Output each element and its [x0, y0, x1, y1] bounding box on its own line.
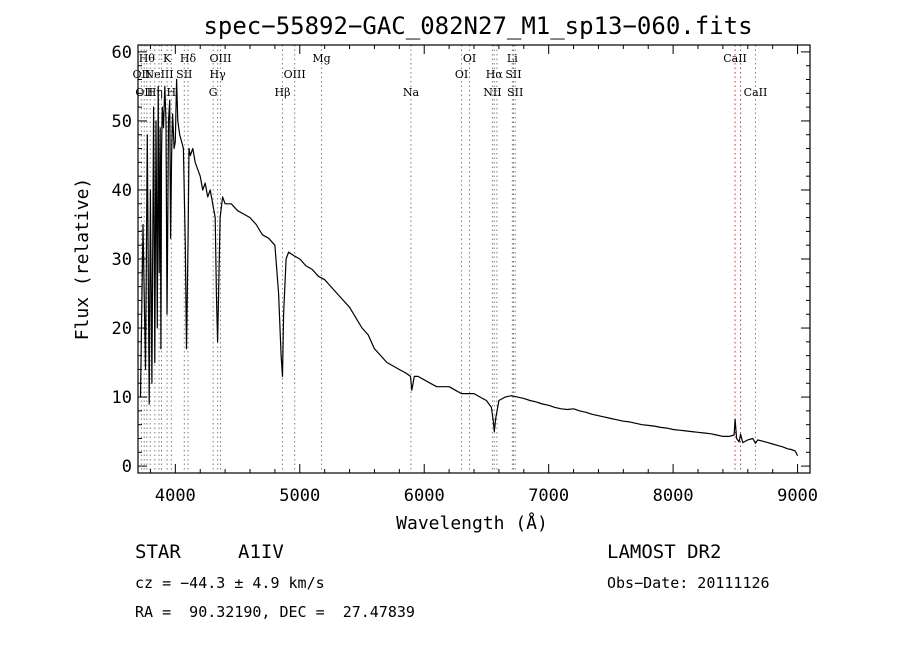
line-marker-label: Hδ — [180, 52, 197, 65]
line-marker-label: CaII — [723, 52, 747, 65]
line-marker-label: Hθ — [139, 52, 156, 65]
x-axis: 4000 5000 6000 7000 8000 9000 — [149, 45, 818, 506]
x-tick-label: 4000 — [155, 486, 196, 506]
line-marker-label: OII — [135, 86, 153, 99]
coordinates-readout: RA = 90.32190, DEC = 27.47839 — [135, 603, 415, 621]
x-tick-label: 7000 — [528, 486, 569, 506]
y-tick-label: 20 — [112, 319, 132, 339]
plot-frame — [137, 44, 811, 474]
line-marker-label: OII — [133, 68, 151, 81]
y-axis: 0 10 20 30 40 50 60 — [112, 43, 810, 477]
line-marker-label: Hγ — [210, 68, 227, 81]
line-marker-label: Hη — [147, 86, 163, 99]
line-marker-label: Li — [507, 52, 518, 65]
y-tick-label: 30 — [112, 250, 132, 270]
chart-title: spec−55892−GAC_082N27_M1_sp13−060.fits — [203, 12, 752, 40]
y-tick-label: 50 — [112, 112, 132, 132]
line-marker-label: OIII — [209, 52, 231, 65]
survey-name: LAMOST DR2 — [607, 541, 722, 563]
line-marker-label: H — [167, 86, 177, 99]
line-marker-label: CaII — [744, 86, 768, 99]
spectral-line-markers — [140, 45, 756, 473]
x-tick-label: 5000 — [279, 486, 320, 506]
y-tick-label: 60 — [112, 43, 132, 63]
x-axis-label: Wavelength (Å) — [396, 512, 548, 534]
spectral-line-labels: OII OII Hθ Hη NeIII K H SII Hδ G Hγ OIII Hβ OIII Mg Na O… — [133, 52, 768, 99]
line-marker-label: K — [163, 52, 172, 65]
x-tick-label: 8000 — [653, 486, 694, 506]
y-tick-label: 40 — [112, 181, 132, 201]
y-tick-label: 10 — [112, 388, 132, 408]
line-marker-label: OI — [455, 68, 468, 81]
line-marker-label: G — [209, 86, 218, 99]
line-marker-label: Hβ — [275, 86, 291, 99]
line-marker-label: OIII — [284, 68, 306, 81]
line-marker-label: SII — [507, 86, 523, 99]
line-marker-label: Mg — [312, 52, 330, 65]
y-tick-label: 0 — [122, 457, 132, 477]
y-axis-label: Flux (relative) — [72, 178, 93, 341]
line-marker-label: OI — [463, 52, 476, 65]
object-subclass: A1IV — [238, 541, 284, 563]
line-marker-label: NeIII — [144, 68, 173, 81]
object-class: STAR — [135, 541, 181, 563]
observation-date: Obs−Date: 20111126 — [607, 574, 770, 592]
x-tick-label: 6000 — [404, 486, 445, 506]
line-marker-label: Hα — [486, 68, 504, 81]
redshift-readout: cz = −44.3 ± 4.9 km/s — [135, 574, 325, 592]
spectrum-line — [139, 78, 799, 456]
line-marker-label: Na — [403, 86, 420, 99]
line-marker-label: SII — [176, 68, 192, 81]
x-tick-label: 9000 — [777, 486, 818, 506]
line-marker-label: NII — [483, 86, 501, 99]
line-marker-label: SII — [505, 68, 521, 81]
